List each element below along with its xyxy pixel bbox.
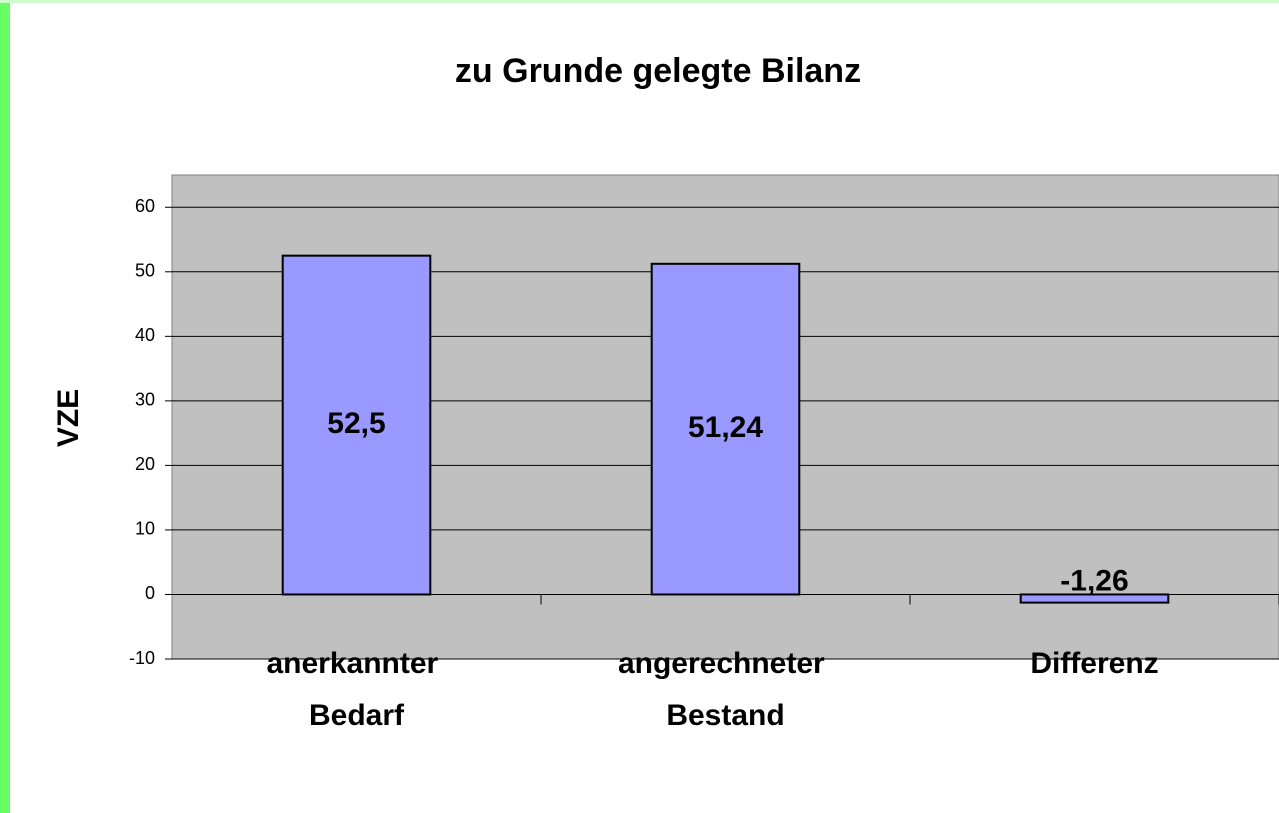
data-label: 51,24 bbox=[688, 411, 763, 444]
data-label: 52,5 bbox=[327, 407, 385, 440]
x-tick-label: anerkannter Bedarf bbox=[266, 647, 446, 732]
x-tick-label-line: Bestand bbox=[666, 699, 784, 732]
x-tick-label: Differenz bbox=[1030, 647, 1158, 680]
chart-title: zu Grunde gelegte Bilanz bbox=[455, 52, 861, 90]
bar bbox=[1019, 593, 1170, 604]
y-tick-label: 30 bbox=[135, 390, 155, 410]
data-label: -1,26 bbox=[1060, 564, 1128, 597]
y-tick-label: -10 bbox=[129, 648, 155, 668]
y-tick-label: 40 bbox=[135, 325, 155, 345]
y-tick-label: 60 bbox=[135, 196, 155, 216]
x-tick-label: angerechneter Bestand bbox=[618, 647, 833, 732]
y-tick-label: 10 bbox=[135, 519, 155, 539]
bar bbox=[281, 254, 432, 596]
top-border bbox=[0, 0, 1279, 3]
y-tick-label: 20 bbox=[135, 454, 155, 474]
x-tick-label-line: angerechneter bbox=[618, 647, 833, 680]
x-tick-label-line: Bedarf bbox=[309, 699, 405, 732]
bar bbox=[650, 262, 801, 596]
y-tick-label: 50 bbox=[135, 261, 155, 281]
y-tick-label: 0 bbox=[145, 583, 155, 603]
left-border bbox=[0, 0, 10, 813]
y-axis-label: VZE bbox=[52, 389, 85, 447]
x-tick-label-line: anerkannter bbox=[266, 647, 446, 680]
